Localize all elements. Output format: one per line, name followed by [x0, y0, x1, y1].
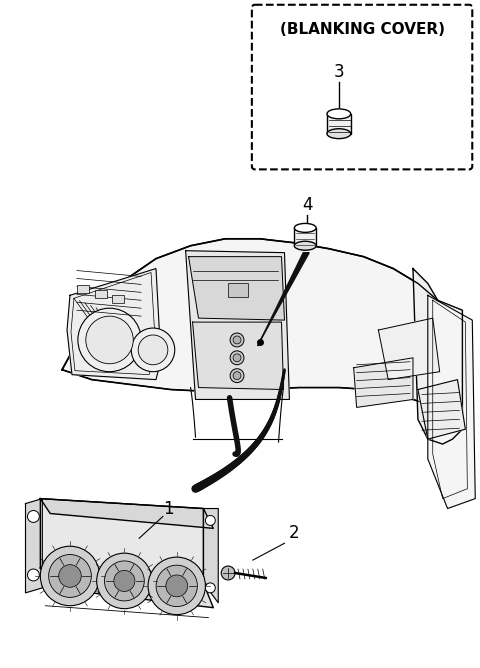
FancyBboxPatch shape	[327, 114, 351, 134]
Polygon shape	[204, 508, 218, 603]
Polygon shape	[354, 358, 413, 407]
Circle shape	[96, 553, 152, 609]
Polygon shape	[25, 498, 42, 593]
Polygon shape	[258, 253, 309, 346]
Bar	[95, 291, 107, 299]
Circle shape	[205, 516, 216, 526]
Circle shape	[221, 566, 235, 580]
Bar	[112, 295, 124, 303]
Circle shape	[205, 583, 216, 593]
Polygon shape	[192, 322, 284, 389]
Polygon shape	[40, 498, 213, 528]
Text: 3: 3	[334, 63, 344, 81]
Ellipse shape	[294, 223, 316, 232]
Circle shape	[156, 565, 197, 607]
Polygon shape	[418, 379, 466, 439]
Polygon shape	[413, 269, 462, 444]
Text: 4: 4	[302, 196, 312, 214]
Circle shape	[233, 371, 241, 379]
Polygon shape	[62, 238, 438, 409]
Polygon shape	[40, 498, 204, 583]
FancyBboxPatch shape	[294, 228, 316, 246]
Circle shape	[27, 510, 39, 522]
Ellipse shape	[327, 109, 351, 119]
Circle shape	[233, 354, 241, 362]
Ellipse shape	[327, 129, 351, 139]
Circle shape	[105, 561, 144, 601]
Polygon shape	[378, 318, 440, 379]
Circle shape	[166, 575, 188, 597]
Circle shape	[48, 554, 91, 597]
Circle shape	[131, 328, 175, 371]
Circle shape	[114, 570, 135, 591]
Text: (BLANKING COVER): (BLANKING COVER)	[279, 22, 444, 37]
Circle shape	[86, 316, 133, 364]
Ellipse shape	[294, 241, 316, 250]
Text: 2: 2	[289, 524, 300, 542]
Polygon shape	[40, 568, 213, 608]
Circle shape	[27, 569, 39, 581]
Polygon shape	[67, 269, 161, 379]
Bar	[228, 283, 248, 297]
Circle shape	[40, 546, 100, 606]
FancyBboxPatch shape	[252, 5, 472, 170]
Polygon shape	[428, 295, 475, 508]
Circle shape	[230, 369, 244, 383]
Polygon shape	[189, 257, 285, 320]
Polygon shape	[186, 250, 289, 399]
Circle shape	[138, 335, 168, 365]
Text: 1: 1	[164, 500, 174, 518]
Circle shape	[230, 333, 244, 347]
Circle shape	[59, 564, 81, 587]
Circle shape	[230, 351, 244, 365]
Bar	[77, 285, 89, 293]
Circle shape	[148, 557, 205, 615]
Circle shape	[233, 336, 241, 344]
Circle shape	[78, 308, 141, 371]
